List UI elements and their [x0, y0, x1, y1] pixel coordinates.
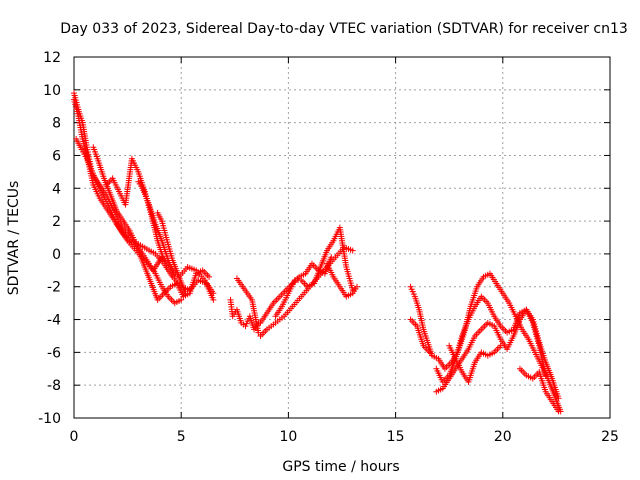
y-tick-label: 2 — [52, 214, 61, 230]
x-tick-label: 15 — [387, 429, 405, 445]
series-trace-15 — [407, 316, 433, 356]
series-trace-17 — [433, 306, 562, 402]
data-point — [349, 247, 356, 254]
series-trace-2 — [73, 136, 213, 303]
data-point — [497, 342, 504, 349]
y-tick-label: 8 — [52, 116, 61, 132]
y-tick-label: 4 — [52, 181, 61, 197]
data-points — [71, 90, 564, 415]
data-point — [178, 296, 185, 303]
x-tick-label: 5 — [177, 429, 186, 445]
series-trace-3 — [71, 96, 217, 303]
x-tick-label: 20 — [494, 429, 512, 445]
data-point — [354, 283, 361, 290]
series-trace-7 — [154, 209, 189, 297]
data-point — [555, 395, 562, 402]
y-tick-label: 0 — [52, 247, 61, 263]
x-tick-label: 10 — [279, 429, 297, 445]
series-trace-4 — [90, 144, 185, 307]
x-axis-label: GPS time / hours — [282, 459, 399, 475]
y-tick-label: -4 — [47, 313, 61, 329]
axis-ticks: 0 5 10 15 20 25 -10 -8 -6 -4 -2 0 2 4 6 8 10 12 — [38, 50, 619, 445]
y-tick-label: -2 — [47, 280, 61, 296]
series-trace-16 — [433, 293, 549, 385]
y-tick-label: -6 — [47, 345, 61, 361]
data-point — [182, 290, 189, 297]
series-trace-5 — [103, 155, 168, 264]
y-axis-label: SDTVAR / TECUs — [6, 181, 22, 296]
series-trace-8 — [227, 296, 262, 333]
y-tick-label: 10 — [43, 83, 61, 99]
series-trace-13 — [323, 260, 361, 300]
plot-frame — [73, 56, 611, 419]
y-tick-label: -10 — [38, 411, 61, 427]
chart-title: Day 033 of 2023, Sidereal Day-to-day VTE… — [60, 21, 628, 37]
data-point — [255, 329, 262, 336]
y-tick-label: 6 — [52, 148, 61, 164]
x-tick-label: 0 — [70, 429, 79, 445]
data-point — [210, 296, 217, 303]
data-point — [206, 273, 213, 280]
data-point — [426, 349, 433, 356]
y-tick-label: -8 — [47, 378, 61, 394]
series-trace-9 — [233, 275, 262, 336]
x-tick-label: 25 — [601, 429, 619, 445]
data-point — [555, 408, 562, 415]
series-trace-18 — [446, 342, 504, 385]
data-point — [542, 372, 549, 379]
series-trace-19 — [516, 365, 562, 415]
y-tick-label: 12 — [43, 50, 61, 66]
series-trace-12 — [272, 224, 356, 320]
